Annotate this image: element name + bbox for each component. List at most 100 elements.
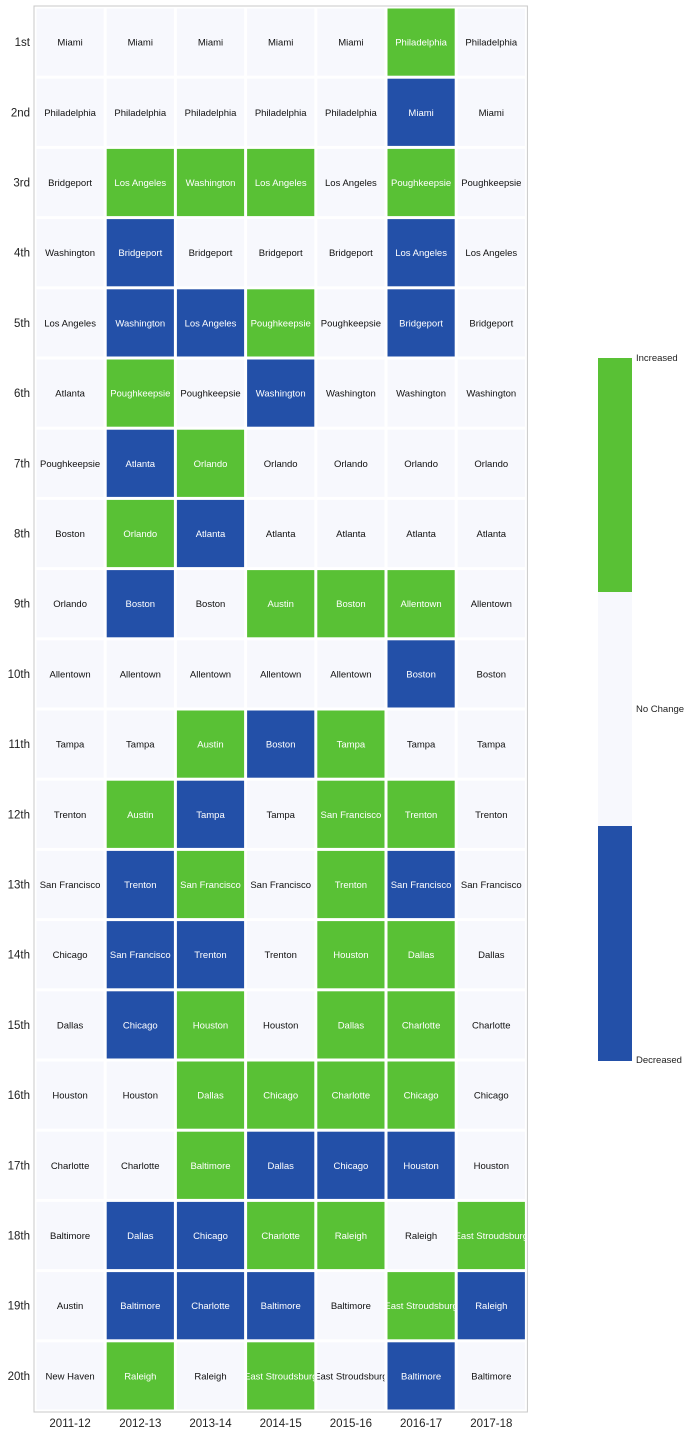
heatmap-cell bbox=[247, 570, 315, 638]
cell-label: Orlando bbox=[404, 459, 438, 470]
cell-label: Chicago bbox=[193, 1231, 228, 1242]
heatmap-cell bbox=[106, 710, 174, 778]
colorbar-increased-segment bbox=[598, 358, 632, 592]
heatmap-cell bbox=[457, 359, 525, 427]
cell-label: Washington bbox=[326, 389, 376, 400]
plot-frame bbox=[33, 5, 528, 1413]
heatmap-cell bbox=[176, 1201, 245, 1270]
column-tick-label: 2013-14 bbox=[189, 1418, 232, 1430]
cell-label: Philadelphia bbox=[395, 38, 447, 49]
cell-label: Houston bbox=[263, 1020, 298, 1031]
heatmap-cell bbox=[36, 8, 104, 76]
heatmap-cell bbox=[176, 78, 245, 146]
cell-label: Boston bbox=[266, 740, 296, 751]
row-tick-label: 1st bbox=[15, 37, 31, 49]
heatmap-cell bbox=[317, 1272, 385, 1340]
cell-label: Chicago bbox=[333, 1161, 368, 1172]
cell-label: Chicago bbox=[123, 1020, 158, 1031]
cell-label: San Francisco bbox=[321, 810, 382, 821]
heatmap-cell bbox=[457, 640, 525, 708]
heatmap-cell bbox=[176, 289, 245, 357]
heatmap-cell bbox=[247, 1131, 315, 1199]
heatmap-cell bbox=[176, 1131, 245, 1199]
row-tick-label: 8th bbox=[14, 529, 30, 541]
heatmap-cell bbox=[176, 499, 245, 568]
heatmap-cell bbox=[457, 1131, 525, 1199]
cell-label: Dallas bbox=[267, 1161, 294, 1172]
heatmap-cell bbox=[247, 289, 315, 357]
heatmap-cell bbox=[176, 780, 245, 848]
row-tick-label: 19th bbox=[8, 1301, 30, 1313]
cell-label: Trenton bbox=[335, 880, 367, 891]
heatmap-cell bbox=[36, 429, 104, 497]
row-tick-label: 9th bbox=[14, 599, 30, 611]
cell-label: Allentown bbox=[190, 669, 231, 680]
cell-label: Washington bbox=[115, 318, 165, 329]
heatmap-cell bbox=[317, 570, 385, 638]
heatmap-cell bbox=[247, 359, 315, 427]
heatmap-cell bbox=[36, 499, 104, 568]
cell-label: Baltimore bbox=[120, 1301, 160, 1312]
cell-label: Chicago bbox=[53, 950, 88, 961]
cell-label: Chicago bbox=[263, 1091, 298, 1102]
cell-label: Charlotte bbox=[472, 1020, 511, 1031]
cell-label: Austin bbox=[197, 740, 223, 751]
cell-label: Orlando bbox=[123, 529, 157, 540]
heatmap-cell bbox=[36, 359, 104, 427]
cell-label: Raleigh bbox=[335, 1231, 367, 1242]
heatmap-cell bbox=[106, 499, 174, 568]
heatmap-cell bbox=[176, 570, 245, 638]
heatmap-cell bbox=[106, 780, 174, 848]
heatmap-cell bbox=[387, 219, 455, 287]
heatmap-cell bbox=[317, 289, 385, 357]
heatmap-cell bbox=[176, 640, 245, 708]
heatmap-cell bbox=[36, 710, 104, 778]
heatmap-cell bbox=[387, 148, 455, 217]
cell-label: Orlando bbox=[334, 459, 368, 470]
heatmap-cell bbox=[387, 8, 455, 76]
cell-label: Los Angeles bbox=[185, 318, 237, 329]
heatmap-cell bbox=[317, 219, 385, 287]
cell-label: Washington bbox=[45, 248, 95, 259]
cell-label: Baltimore bbox=[401, 1371, 441, 1382]
cell-label: San Francisco bbox=[250, 880, 311, 891]
cell-label: Dallas bbox=[57, 1020, 84, 1031]
cell-label: Miami bbox=[479, 108, 504, 119]
cell-label: Baltimore bbox=[261, 1301, 301, 1312]
cell-label: Charlotte bbox=[51, 1161, 90, 1172]
cell-label: Dallas bbox=[478, 950, 505, 961]
cell-label: Philadelphia bbox=[185, 108, 237, 119]
column-tick-label: 2017-18 bbox=[470, 1418, 512, 1430]
heatmap-cell bbox=[317, 1342, 385, 1410]
heatmap-cell bbox=[387, 850, 455, 919]
heatmap-cell bbox=[36, 921, 104, 989]
heatmap-cell bbox=[387, 1272, 455, 1340]
heatmap-cell bbox=[247, 921, 315, 989]
cell-label: Dallas bbox=[197, 1091, 224, 1102]
cell-label: Bridgeport bbox=[399, 318, 443, 329]
heatmap-cell bbox=[247, 1272, 315, 1340]
colorbar-no-change-segment bbox=[598, 592, 632, 826]
cell-label: Bridgeport bbox=[189, 248, 233, 259]
heatmap-cell bbox=[457, 8, 525, 76]
cell-label: Trenton bbox=[54, 810, 86, 821]
heatmap-cell bbox=[36, 640, 104, 708]
heatmap-cell bbox=[106, 1201, 174, 1270]
heatmap-cell bbox=[317, 148, 385, 217]
heatmap-cell bbox=[36, 1201, 104, 1270]
heatmap-cell bbox=[176, 710, 245, 778]
heatmap-cell bbox=[106, 148, 174, 217]
cell-label: Miami bbox=[128, 38, 153, 49]
heatmap-cell bbox=[387, 1201, 455, 1270]
cell-label: Atlanta bbox=[126, 459, 156, 470]
cell-label: Baltimore bbox=[50, 1231, 90, 1242]
heatmap-cell bbox=[176, 1272, 245, 1340]
heatmap-cell bbox=[387, 640, 455, 708]
heatmap-cell bbox=[106, 570, 174, 638]
heatmap-cell bbox=[317, 1201, 385, 1270]
cell-label: Orlando bbox=[264, 459, 298, 470]
cell-label: Atlanta bbox=[477, 529, 507, 540]
heatmap-cell bbox=[317, 780, 385, 848]
cell-label: Tampa bbox=[407, 740, 436, 751]
cell-label: Raleigh bbox=[405, 1231, 437, 1242]
